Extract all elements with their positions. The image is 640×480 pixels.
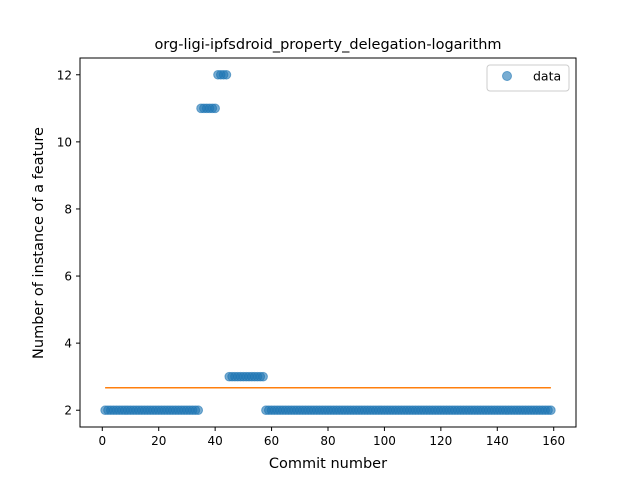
legend-label: data [533, 69, 561, 84]
chart-title: org-ligi-ipfsdroid_property_delegation-l… [154, 37, 501, 53]
x-axis-label: Commit number [269, 456, 387, 472]
x-tick-label: 120 [429, 434, 452, 448]
plot-area [80, 58, 576, 427]
y-tick-label: 4 [64, 337, 72, 351]
x-tick-label: 20 [151, 434, 166, 448]
y-axis: 2 4 6 8 10 12 [57, 68, 80, 418]
data-point [221, 69, 232, 80]
x-tick-label: 40 [208, 434, 223, 448]
y-tick-label: 10 [57, 135, 72, 149]
y-axis-label: Number of instance of a feature [31, 127, 47, 359]
x-tick-label: 80 [320, 434, 335, 448]
data-point [258, 371, 268, 382]
x-tick-label: 140 [486, 434, 509, 448]
y-tick-label: 12 [57, 68, 72, 82]
x-tick-label: 100 [373, 434, 396, 448]
data-point [193, 405, 204, 416]
x-tick-label: 60 [264, 434, 279, 448]
data-point [210, 103, 220, 114]
legend: data [486, 64, 570, 92]
y-tick-label: 6 [64, 270, 72, 284]
data-point [546, 405, 556, 416]
x-tick-label: 160 [542, 434, 565, 448]
y-tick-label: 2 [64, 404, 72, 418]
y-tick-label: 8 [64, 202, 72, 216]
x-tick-label: 0 [98, 434, 106, 448]
data-points-layer [100, 69, 556, 416]
x-axis: 0 20 40 60 80 100 120 140 160 [98, 427, 565, 448]
legend-marker [502, 71, 512, 81]
